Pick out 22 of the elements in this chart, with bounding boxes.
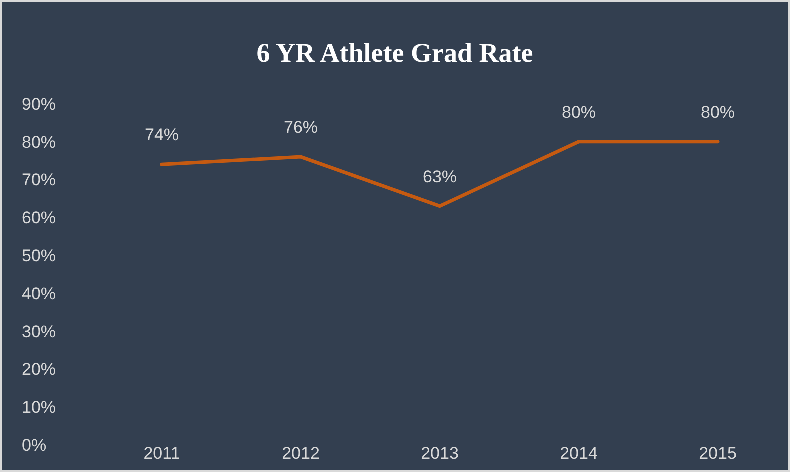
chart-title: 6 YR Athlete Grad Rate [256,38,534,68]
text: 80% [562,102,596,122]
text: 63% [422,167,458,186]
y-tick-label: 90% [22,94,56,114]
x-tick-label: 2014 [560,444,598,463]
x-tick-label: 2013 [421,444,459,463]
y-tick-label: 40% [22,284,56,304]
line-series [160,140,720,208]
x-tick-label: 2015 [699,444,737,463]
y-tick-label: 70% [22,170,56,190]
x-tick-label: 2011 [144,444,180,463]
text: 74% [144,126,180,145]
y-tick-label: 60% [22,208,56,228]
y-tick-label: 10% [22,398,56,418]
text: 76% [284,118,318,138]
x-tick-label: 2012 [282,444,320,463]
y-tick-label: 0% [22,436,47,455]
y-tick-label: 20% [22,360,56,380]
text: 80% [700,102,736,122]
y-tick-label: 30% [22,322,56,342]
y-tick-label: 80% [22,132,56,152]
y-tick-label: 50% [22,246,56,266]
